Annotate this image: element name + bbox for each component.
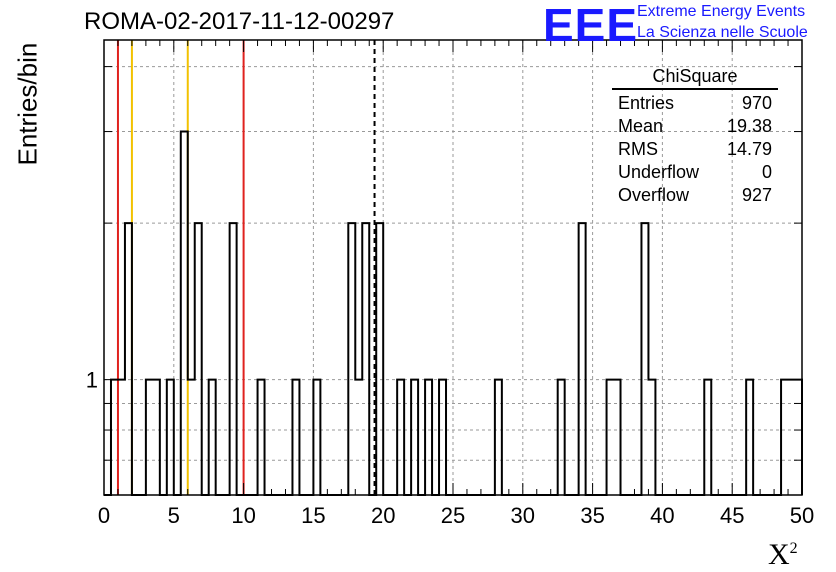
histogram-bar (641, 223, 648, 495)
x-tick-label: 30 (511, 503, 535, 528)
histogram-bar (425, 380, 432, 495)
y-axis-label: Entries/bin (12, 42, 43, 166)
x-tick-label: 10 (231, 503, 255, 528)
histogram-bar (118, 380, 125, 495)
histogram-bar (648, 380, 655, 495)
chart-title: ROMA-02-2017-11-12-00297 (84, 8, 395, 35)
x-tick-label: 35 (580, 503, 604, 528)
histogram-bar (746, 380, 753, 495)
histogram-bar (376, 223, 383, 495)
stats-label: Underflow (618, 162, 700, 182)
x-tick-label: 25 (441, 503, 465, 528)
histogram-bar (614, 380, 621, 495)
histogram-bar (111, 380, 118, 495)
x-tick-label: 15 (301, 503, 325, 528)
histogram-bar (153, 380, 160, 495)
histogram-bar (355, 380, 362, 495)
histogram-bar (397, 380, 404, 495)
histogram-bar (362, 223, 369, 495)
histogram-bar (181, 132, 188, 495)
stats-row-overflow: Overflow 927 (612, 184, 778, 207)
stats-row-mean: Mean 19.38 (612, 115, 778, 138)
histogram-bar (348, 223, 355, 495)
eee-logo: EEE (543, 0, 639, 51)
histogram-bar (439, 380, 446, 495)
histogram-bar (125, 223, 132, 495)
stats-label: RMS (618, 139, 658, 159)
x-axis-label-sup: 2 (789, 540, 798, 557)
stats-row-entries: Entries 970 (612, 92, 778, 115)
histogram-bar (607, 380, 614, 495)
x-tick-label: 45 (720, 503, 744, 528)
stats-label: Overflow (618, 185, 690, 205)
histogram-bar (195, 223, 202, 495)
stats-title: ChiSquare (612, 66, 778, 90)
stats-value: 927 (741, 185, 772, 205)
y-tick-label: 1 (86, 368, 98, 393)
x-tick-label: 40 (650, 503, 674, 528)
stats-value: 19.38 (726, 116, 772, 136)
x-tick-label: 50 (790, 503, 814, 528)
x-tick-label: 0 (98, 503, 110, 528)
histogram-bar (209, 380, 216, 495)
x-axis-label-base: X (768, 538, 790, 571)
histogram-bar (188, 380, 195, 495)
stats-value: 14.79 (726, 139, 772, 159)
stats-row-rms: RMS 14.79 (612, 138, 778, 161)
histogram-bar (167, 380, 174, 495)
histogram-bar (292, 380, 299, 495)
stats-label: Mean (618, 116, 664, 136)
logo-text-line1: Extreme Energy Events (637, 3, 806, 20)
histogram-bar (230, 223, 237, 495)
x-tick-label: 5 (168, 503, 180, 528)
stats-value: 970 (741, 93, 772, 113)
histogram-bar (146, 380, 153, 495)
histogram-bar (258, 380, 265, 495)
stats-box: ChiSquare Entries 970 Mean 19.38 RMS 14.… (612, 66, 778, 207)
histogram-bar (579, 223, 586, 495)
histogram-bar (313, 380, 320, 495)
histogram-bar (558, 380, 565, 495)
histogram-bar (704, 380, 711, 495)
histogram-bar (781, 380, 788, 495)
histogram-bar (788, 380, 795, 495)
stats-row-underflow: Underflow 0 (612, 161, 778, 184)
x-tick-label: 20 (371, 503, 395, 528)
histogram-bar (495, 380, 502, 495)
histogram-bar (411, 380, 418, 495)
stats-value: 0 (761, 162, 772, 182)
logo-text-line2: La Scienza nelle Scuole (637, 24, 808, 41)
histogram-bar (795, 380, 802, 495)
x-axis-label: X2 (768, 538, 798, 572)
stats-label: Entries (618, 93, 675, 113)
